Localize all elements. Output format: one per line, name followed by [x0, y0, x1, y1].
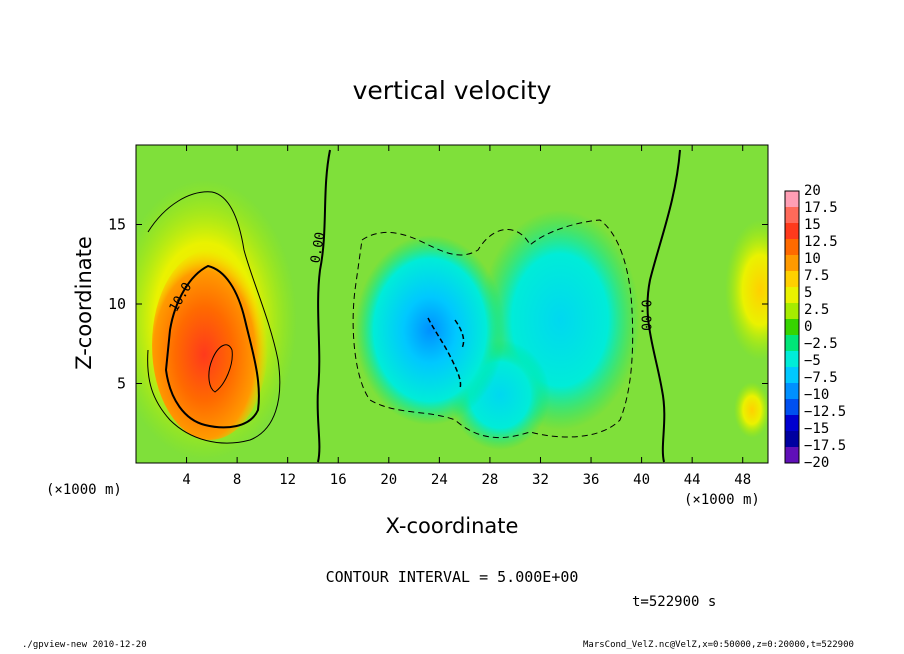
colorbar-label: 15 — [804, 217, 821, 233]
contour-neg5-dashed — [352, 219, 634, 439]
x-axis-ticks: 4 8 12 16 20 24 28 32 36 40 44 48 — [182, 145, 751, 488]
colorbar-label: −5 — [804, 353, 821, 369]
colorbar-label: −20 — [804, 455, 829, 471]
colorbar-swatch — [785, 239, 799, 256]
colorbar-label: −2.5 — [804, 336, 838, 352]
colorbar-label: 12.5 — [804, 234, 838, 250]
colorbar-label: 7.5 — [804, 268, 829, 284]
x-tick-label: 36 — [583, 472, 600, 488]
x-tick-label: 4 — [182, 472, 190, 488]
contour-label: 0.00 — [308, 231, 328, 264]
colorbar-swatch — [785, 367, 799, 384]
colorbar-label: −10 — [804, 387, 829, 403]
colorbar-label: 20 — [804, 183, 821, 199]
colorbar-swatch — [785, 383, 799, 400]
y-tick-label: 5 — [117, 375, 126, 393]
footer-left: ./gpview-new 2010-12-20 — [22, 640, 147, 650]
colorbar-label: −17.5 — [804, 438, 846, 454]
x-axis-label: X-coordinate — [385, 514, 519, 538]
heatmap-field — [136, 145, 768, 463]
colorbar-swatch — [785, 303, 799, 320]
colorbar-swatch — [785, 191, 799, 208]
colorbar-frame — [784, 190, 800, 464]
colorbar: 2017.51512.5107.552.50−2.5−5−7.5−10−12.5… — [784, 183, 846, 471]
x-tick-label: 32 — [532, 472, 549, 488]
x-tick-label: 44 — [684, 472, 701, 488]
x-tick-label: 16 — [330, 472, 347, 488]
x-tick-label: 24 — [431, 472, 448, 488]
y-tick-label: 15 — [108, 216, 126, 234]
contour-label: 0.00 — [638, 299, 653, 330]
colorbar-swatch — [785, 415, 799, 432]
chart-title: vertical velocity — [352, 76, 552, 105]
colorbar-label: 17.5 — [804, 200, 838, 216]
x-axis-unit-left: (×1000 m) — [46, 482, 122, 498]
y-axis-ticks: 5 10 15 — [108, 216, 768, 393]
x-tick-label: 20 — [380, 472, 397, 488]
footer-right: MarsCond_VelZ.nc@VelZ,x=0:50000,z=0:2000… — [583, 640, 854, 650]
contour-0-left — [316, 149, 331, 463]
colorbar-swatch — [785, 207, 799, 224]
colorbar-swatch — [785, 447, 799, 464]
colorbar-swatch — [785, 255, 799, 272]
colorbar-label: 5 — [804, 285, 812, 301]
x-tick-label: 40 — [633, 472, 650, 488]
weak-updraft-lower-right — [734, 382, 768, 438]
x-tick-label: 48 — [734, 472, 751, 488]
colorbar-swatch — [785, 431, 799, 448]
colorbar-swatch — [785, 335, 799, 352]
x-tick-label: 12 — [279, 472, 296, 488]
y-tick-label: 10 — [108, 295, 126, 313]
colorbar-label: 0 — [804, 319, 812, 335]
contour-0-right — [646, 149, 681, 463]
colorbar-swatch — [785, 351, 799, 368]
contour-5-halo — [147, 191, 281, 444]
downdraft-core — [355, 235, 505, 425]
colorbar-label: 10 — [804, 251, 821, 267]
contour-interval: CONTOUR INTERVAL = 5.000E+00 — [325, 568, 579, 586]
time-stamp: t=522900 s — [632, 594, 717, 610]
colorbar-label: −15 — [804, 421, 829, 437]
colorbar-swatch — [785, 319, 799, 336]
colorbar-label: −12.5 — [804, 404, 846, 420]
x-tick-label: 8 — [233, 472, 241, 488]
colorbar-swatch — [785, 399, 799, 416]
x-axis-unit-right: (×1000 m) — [684, 492, 760, 508]
contour-neg10-dashed — [427, 317, 465, 389]
colorbar-label: 2.5 — [804, 302, 829, 318]
y-axis-label: Z-coordinate — [72, 236, 96, 370]
colorbar-swatch — [785, 287, 799, 304]
contour-10-inner — [208, 344, 233, 393]
colorbar-label: −7.5 — [804, 370, 838, 386]
x-tick-label: 28 — [481, 472, 498, 488]
weak-updraft-right — [725, 220, 768, 360]
colorbar-swatch — [785, 271, 799, 288]
colorbar-swatch — [785, 223, 799, 240]
contour-10-updraft — [164, 264, 260, 429]
